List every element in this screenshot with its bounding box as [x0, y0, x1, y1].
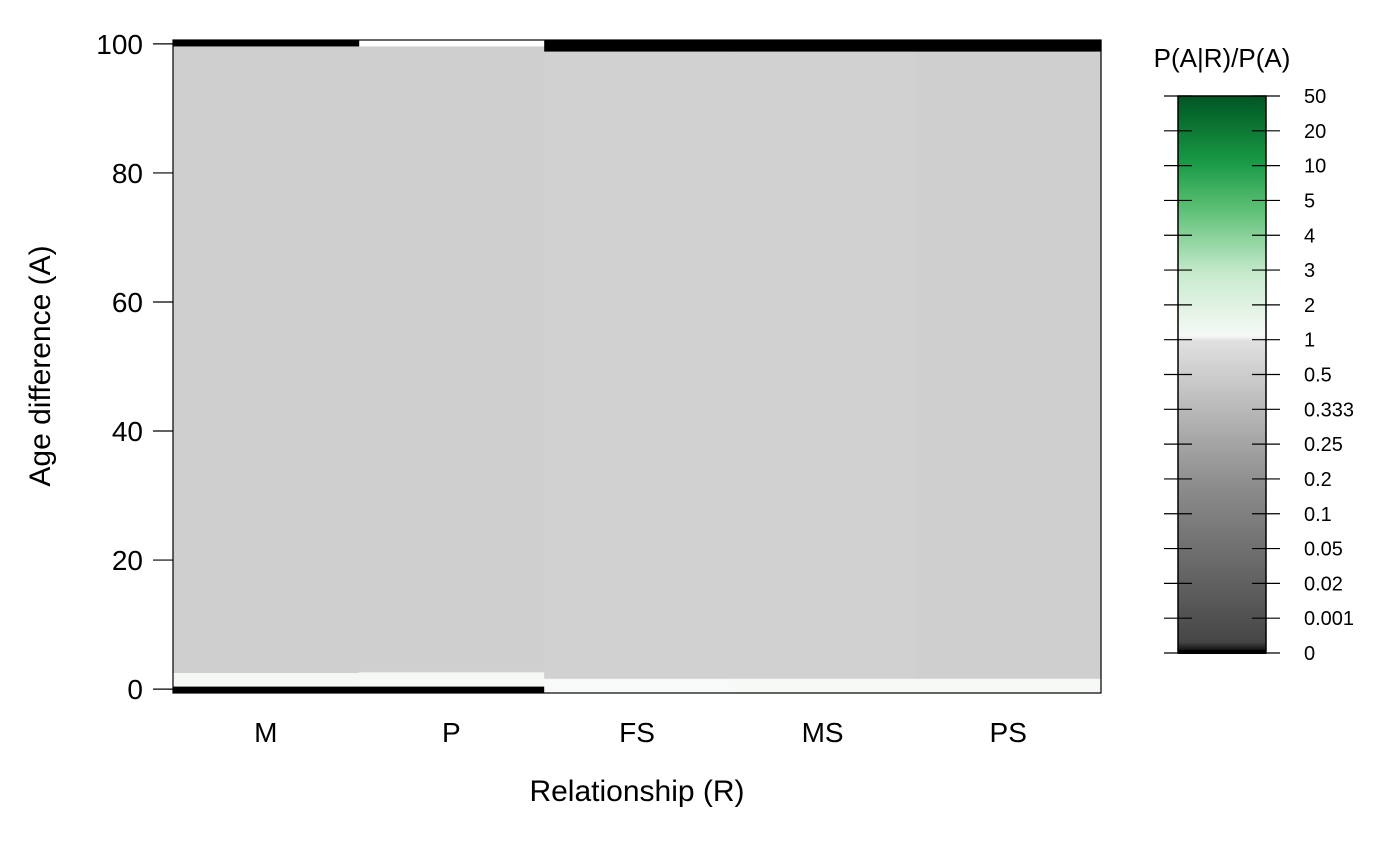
y-tick-label-4: 80: [112, 158, 143, 189]
colorbar-label-13: 5: [1304, 190, 1315, 212]
colorbar-label-3: 0.05: [1304, 539, 1343, 561]
colorbar: 0 0.001 0.02 0.05 0.1 0.2 0.25 0.333 0.5 1 2 3 4 5 10 2…: [1164, 86, 1354, 665]
y-tick-label-0: 0: [127, 674, 143, 705]
colorbar-title: P(A|R)/P(A): [1154, 43, 1291, 73]
y-tick-label-2: 40: [112, 416, 143, 447]
x-tick-label-p: P: [442, 717, 461, 748]
heatmap-cell-fs-0: [544, 678, 731, 693]
colorbar-label-14: 10: [1304, 156, 1326, 178]
colorbar-label-15: 20: [1304, 121, 1326, 143]
heatmap-cell-p-3: [358, 665, 545, 673]
heatmap-cell-fs-1: [544, 51, 731, 679]
colorbar-gradient: [1177, 95, 1267, 654]
plot-frame: [172, 39, 1102, 694]
colorbar-label-5: 0.2: [1304, 469, 1332, 491]
x-axis-title: Relationship (R): [529, 775, 744, 808]
heatmap-cell-ps-0: [915, 678, 1102, 693]
heatmap-cell-ps-1: [915, 51, 1102, 679]
colorbar-label-16: 50: [1304, 86, 1326, 108]
heatmap-cell-ms-0: [729, 678, 916, 693]
colorbar-zero-cap: [1178, 650, 1266, 654]
heatmap-cell-m-2: [173, 46, 360, 673]
x-axis: M P FS MS PS: [254, 717, 1027, 748]
y-tick-label-1: 20: [112, 545, 143, 576]
heatmap-cell-p-4: [358, 46, 545, 666]
heatmap-cell-m-3: [173, 40, 360, 47]
heatmap-cell-ms-2: [729, 40, 916, 52]
x-tick-label-m: M: [254, 717, 277, 748]
y-axis: 0 20 40 60 80 100: [96, 29, 173, 705]
x-tick-label-ms: MS: [802, 717, 844, 748]
colorbar-label-8: 0.5: [1304, 365, 1332, 387]
heatmap-cell-ps-2: [915, 40, 1102, 52]
heatmap-cells: [173, 40, 1102, 693]
colorbar-label-1: 0.001: [1304, 608, 1354, 630]
heatmap-cell-m-0: [173, 686, 360, 693]
colorbar-label-10: 2: [1304, 295, 1315, 317]
colorbar-label-12: 4: [1304, 225, 1315, 247]
x-tick-label-fs: FS: [619, 717, 655, 748]
heatmap-cell-p-1: [358, 677, 545, 687]
colorbar-label-2: 0.02: [1304, 573, 1343, 595]
heatmap-cell-fs-2: [544, 40, 731, 52]
heatmap-cell-ms-1: [729, 51, 916, 679]
heatmap-cell-p-0: [358, 686, 545, 693]
x-tick-label-ps: PS: [990, 717, 1027, 748]
colorbar-label-11: 3: [1304, 260, 1315, 282]
heatmap-cell-m-1: [173, 673, 360, 687]
y-axis-title: Age difference (A): [24, 245, 57, 486]
y-tick-label-5: 100: [96, 29, 143, 60]
colorbar-label-4: 0.1: [1304, 504, 1332, 526]
heatmap-cell-p-2: [358, 672, 545, 678]
colorbar-label-9: 1: [1304, 330, 1315, 352]
colorbar-label-0: 0: [1304, 643, 1315, 665]
colorbar-label-7: 0.333: [1304, 399, 1354, 421]
y-tick-label-3: 60: [112, 287, 143, 318]
colorbar-label-6: 0.25: [1304, 434, 1343, 456]
